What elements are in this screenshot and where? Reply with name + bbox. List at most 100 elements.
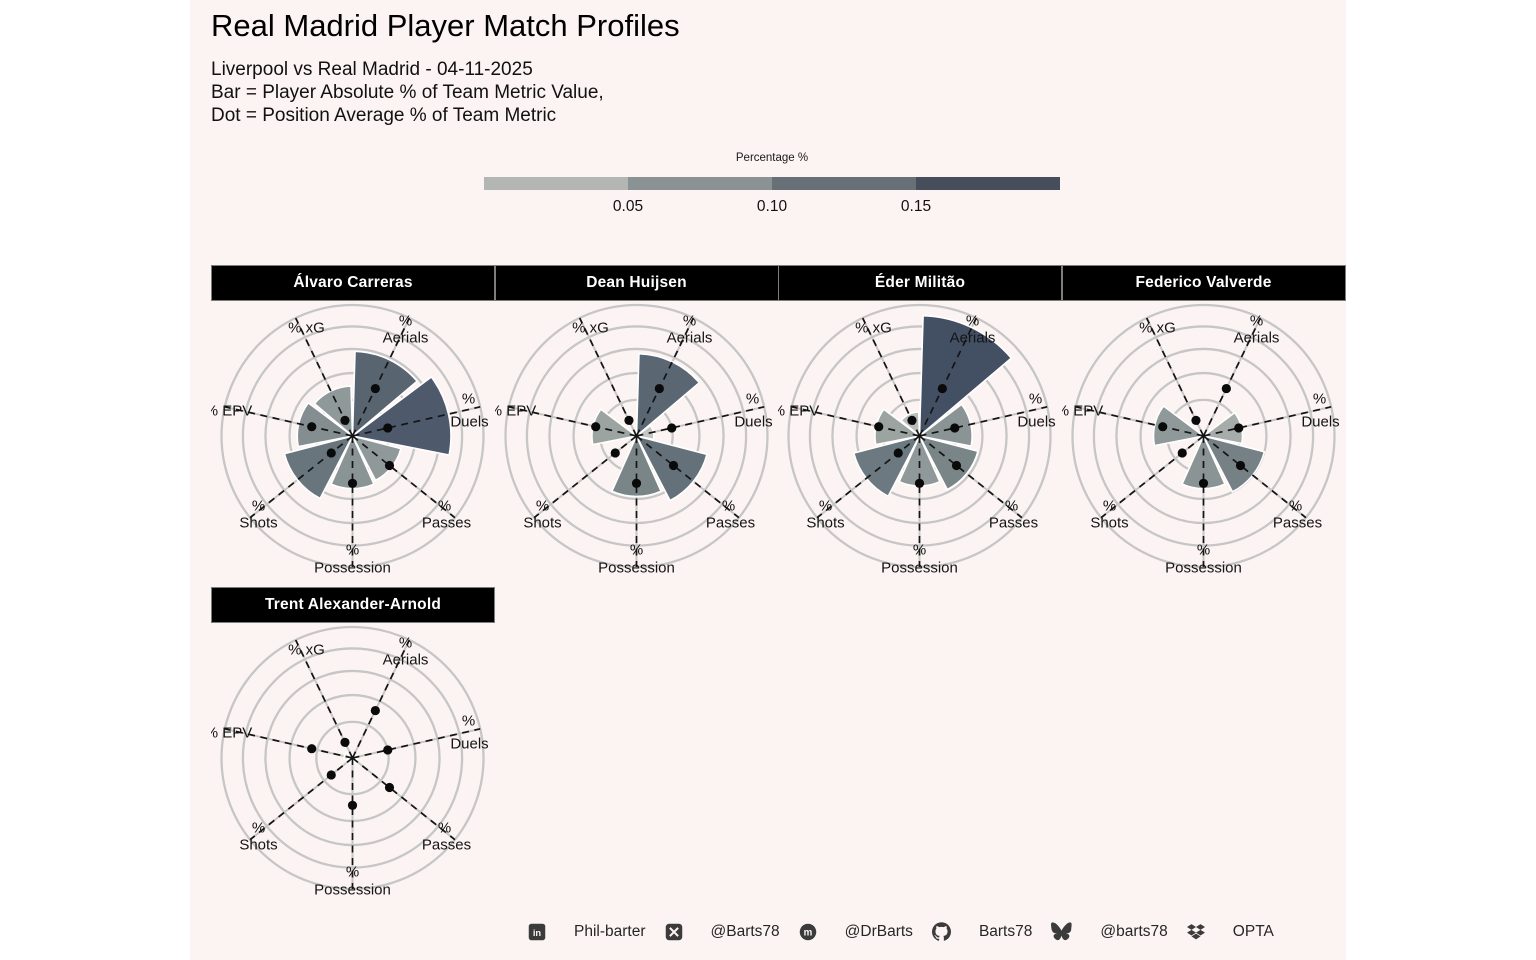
axis-dashed-line [352,406,481,437]
color-legend: Percentage % 0.05 0.10 0.15 [484,152,1060,220]
position-avg-dot [668,460,678,471]
subtitle-line-2: Bar = Player Absolute % of Team Metric V… [211,82,604,103]
footer-link-linkedin[interactable]: in Phil-barter [528,923,646,941]
axis-label-passes: Passes [705,514,754,531]
axis-label-shots: % [252,819,265,836]
footer-link-github[interactable]: Barts78 [931,922,1033,941]
axis-label-duels: % [1312,390,1325,407]
axis-label-possession: % [629,541,642,558]
polar-chart-svg: %Aerials%Duels%Passes%Possession%Shots% … [495,303,772,576]
legend-segment [628,177,772,190]
legend-tick-label: 0.10 [756,198,788,215]
position-avg-dot [307,744,317,754]
axis-dashed-line [861,317,921,437]
position-avg-dot [631,478,641,488]
axis-label-aerials: Aerials [383,329,429,346]
position-avg-dot [1221,383,1231,394]
poster-card: Real Madrid Player Match Profiles Liverp… [190,0,1346,960]
axis-label-aerials: % [682,312,695,329]
axis-dashed-line [791,406,920,437]
axis-label-epv: % EPV [1062,402,1103,419]
axis-label-passes: Passes [422,836,471,853]
axis-label-duels: % [462,712,475,729]
linkedin-icon: in [528,923,546,941]
position-avg-dot [326,770,336,780]
axis-label-possession: Possession [1165,559,1242,576]
axis-label-duels: Duels [450,413,488,430]
position-avg-dot [1157,422,1167,432]
player-title-bar: Éder Militão [778,265,1062,301]
position-avg-dot [654,383,664,394]
player-title-bar: Federico Valverde [1061,265,1346,301]
position-avg-dot [893,448,903,458]
axis-label-passes: % [438,819,451,836]
footer-link-label: Barts78 [978,922,1033,940]
bar-wedge-aerials [635,352,700,438]
footer-link-dropbox[interactable]: OPTA [1186,922,1274,941]
axis-label-duels: Duels [1017,413,1055,430]
axis-dashed-line [351,757,456,841]
player-chart-cell: Trent Alexander-Arnold% Aerials% Duels% Pas… [211,587,495,909]
axis-dashed-line [635,317,694,437]
axis-dashed-line [508,406,637,437]
axis-label-aerials: Aerials [383,651,429,668]
position-avg-dot [1233,423,1243,433]
page-title: Real Madrid Player Match Profiles [211,8,680,43]
position-avg-dot [370,383,380,394]
axis-dashed-line [1202,435,1306,519]
footer-link-mastodon[interactable]: m @DrBarts [799,923,913,941]
axis-dashed-line [224,728,353,759]
svg-text:m: m [803,927,812,938]
axis-dashed-line [352,728,481,759]
axis-label-passes: % [438,497,451,514]
axis-label-shots: Shots [1090,514,1128,531]
polar-chart-svg: %Aerials%Duels%Passes%Possession%Shots% … [778,303,1056,576]
axis-dashed-line [918,435,1023,519]
axis-label-xg: % xG [288,319,325,336]
axis-label-aerials: % [966,312,979,329]
player-title-bar: Trent Alexander-Arnold [211,587,495,623]
axis-label-duels: Duels [1301,413,1339,430]
footer-link-x[interactable]: @Barts78 [665,923,780,941]
axis-label-possession: % [346,541,359,558]
axis-label-aerials: Aerials [1233,329,1279,346]
position-avg-dot [590,422,600,432]
position-avg-dot [370,705,380,716]
axis-label-shots: % [252,497,265,514]
footer-link-label: @barts78 [1100,922,1168,940]
axis-dashed-line [294,639,354,759]
legend-tick-label: 0.05 [612,198,644,215]
position-avg-dot [383,423,393,433]
player-name: Dean Huijsen [586,274,687,291]
player-title-bar: Álvaro Carreras [211,265,495,301]
axis-label-shots: % [1102,497,1115,514]
axis-dashed-line [294,317,354,437]
subtitle-line-1: Liverpool vs Real Madrid - 04-11-2025 [211,59,533,80]
bluesky-icon [1051,922,1072,941]
bar-wedge-duels [350,375,452,456]
position-avg-dot [1235,460,1245,471]
player-name: Federico Valverde [1135,274,1272,291]
charts-grid: Álvaro Carreras% Aerials% Duels% Passes% Pos… [190,0,1346,960]
axis-label-xg: % xG [855,319,892,336]
axis-dashed-line [351,317,411,437]
player-chart-cell: Éder Militão% Aerials% Duels% Passes% Posses… [778,265,1062,587]
bar-wedge-aerials [918,314,1013,438]
footer-link-label: OPTA [1232,922,1274,940]
footer-link-label: @DrBarts [844,922,913,940]
legend-title: Percentage % [735,152,809,164]
axis-label-passes: Passes [989,514,1038,531]
legend-tick-label: 0.15 [900,198,932,215]
legend-segment [916,177,1060,190]
axis-dashed-line [918,317,978,437]
position-avg-dot [907,415,917,425]
axis-dashed-line [635,435,739,519]
axis-label-duels: Duels [450,735,488,752]
axis-dashed-line [1145,317,1204,437]
axis-label-possession: Possession [881,559,958,576]
player-title-bar: Dean Huijsen [494,265,779,301]
axis-label-possession: Possession [314,881,391,898]
axis-label-shots: Shots [239,514,277,531]
axis-dashed-line [249,757,354,841]
footer-link-bluesky[interactable]: @barts78 [1051,922,1168,941]
